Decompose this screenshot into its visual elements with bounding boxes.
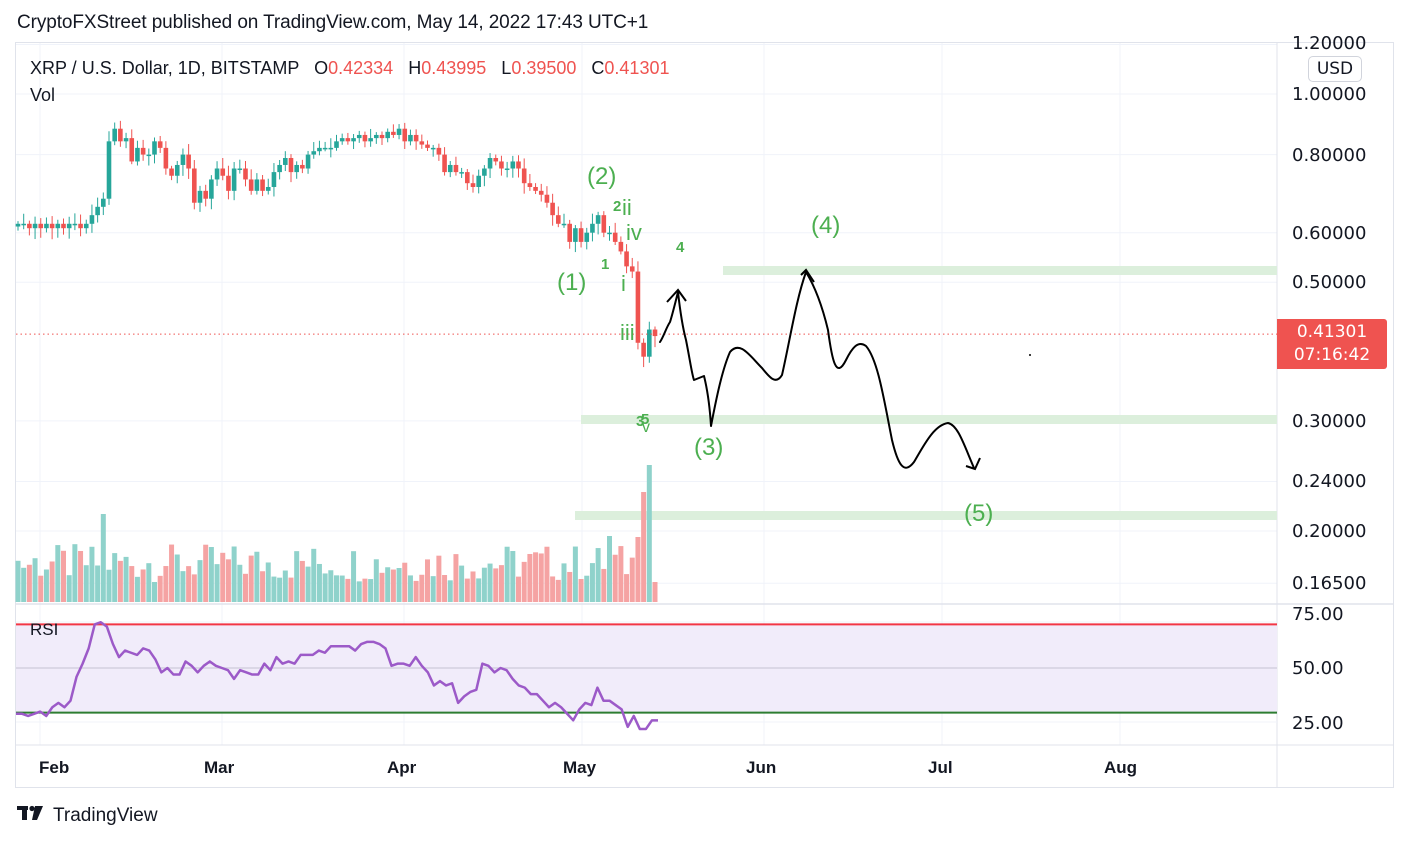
last-price-tag: 0.41301 07:16:42 [1277,319,1387,369]
wave-label-3[interactable]: (3) [694,434,724,461]
wave-roman-ii[interactable]: ii [622,195,632,220]
tradingview-logo[interactable]: TradingView [17,804,158,827]
price-tick: 0.80000 [1292,145,1367,166]
chart-frame [15,42,1394,788]
price-tick: 1.20000 [1292,33,1367,54]
subwave-5[interactable]: 5 [641,411,650,428]
price-tick: 0.50000 [1292,272,1367,293]
rsi-tick: 50.00 [1292,658,1344,679]
month-label: Aug [1104,758,1138,777]
symbol-title[interactable]: XRP / U.S. Dollar, 1D, BITSTAMP [30,58,300,78]
month-label: Mar [204,758,235,777]
subwave-4[interactable]: 4 [676,239,685,256]
month-label: Feb [39,758,70,777]
price-tick: 1.00000 [1292,84,1367,105]
wave-label-2[interactable]: (2) [587,163,617,190]
wave-roman-i[interactable]: i [621,271,626,296]
volume-label[interactable]: Vol [30,85,56,105]
price-tick: 0.16500 [1292,573,1367,594]
wave-roman-iii[interactable]: iii [620,320,635,345]
close-value: 0.41301 [604,58,670,78]
tradingview-mark-icon [17,804,47,827]
price-tick: 0.60000 [1292,223,1367,244]
high-value: 0.43995 [421,58,487,78]
wave-roman-iv[interactable]: iv [626,220,642,245]
subwave-1[interactable]: 1 [601,256,610,273]
last-price: 0.41301 [1296,322,1368,342]
open-value: 0.42334 [328,58,394,78]
tradingview-brand: TradingView [53,804,158,826]
month-label: Apr [387,758,417,777]
month-label: Jun [746,758,777,777]
currency-button[interactable]: USD [1308,56,1362,82]
price-tick: 0.20000 [1292,521,1367,542]
rsi-tick: 25.00 [1292,713,1344,734]
wave-label-1[interactable]: (1) [557,269,587,296]
ohlc-legend: XRP / U.S. Dollar, 1D, BITSTAMP O0.42334… [30,58,670,78]
wave-label-4[interactable]: (4) [811,212,841,239]
rsi-label[interactable]: RSI [30,620,59,639]
wave-label-5[interactable]: (5) [964,500,994,527]
subwave-2[interactable]: 2 [613,198,622,215]
price-tick: 0.24000 [1292,471,1367,492]
rsi-tick: 75.00 [1292,604,1344,625]
published-line: CryptoFXStreet published on TradingView.… [17,12,649,33]
bar-countdown: 07:16:42 [1293,345,1371,365]
price-tick: 0.30000 [1292,411,1367,432]
subwave-3[interactable]: 3 [636,413,645,430]
low-value: 0.39500 [511,58,577,78]
month-label: May [563,758,597,777]
wave-roman-v[interactable]: v [642,419,650,436]
month-label: Jul [928,758,953,777]
